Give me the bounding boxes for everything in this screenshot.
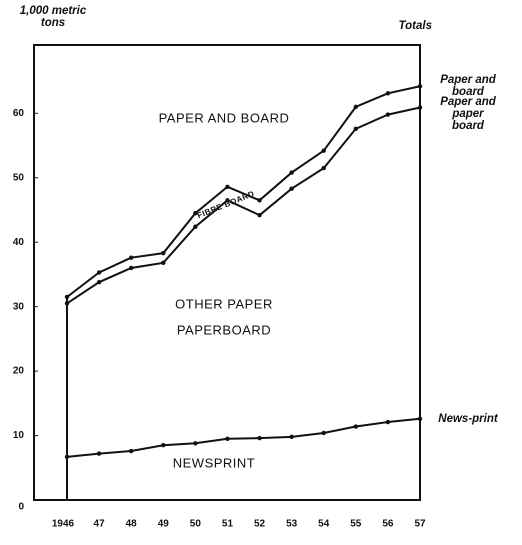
plot-frame <box>33 44 421 501</box>
data-point <box>128 265 134 271</box>
series-label: Paper and paper board <box>440 95 496 132</box>
data-point <box>353 424 359 429</box>
x-tick-label: 51 <box>222 519 234 530</box>
series-label: Paper and board <box>440 74 496 99</box>
data-point <box>128 255 134 260</box>
series-line <box>66 106 421 305</box>
x-tick-label: 49 <box>158 519 170 530</box>
x-tick-label: 56 <box>382 519 394 530</box>
data-point <box>161 260 166 266</box>
x-tick-label: 47 <box>94 519 106 530</box>
data-point <box>289 170 294 175</box>
x-tick-label: 53 <box>286 519 298 530</box>
x-tick-label: 55 <box>350 519 362 530</box>
y-tick-label: 0 <box>18 502 24 513</box>
series-line <box>66 417 421 458</box>
x-tick-label: 48 <box>126 519 138 530</box>
y-axis-label: 1,000 metric tons <box>19 5 87 29</box>
data-point <box>385 91 391 96</box>
annotation: PAPERBOARD <box>177 322 271 337</box>
data-point <box>417 105 423 110</box>
x-tick-label: 52 <box>254 519 266 530</box>
totals-label: Totals <box>398 20 432 32</box>
x-tick-label: 50 <box>190 519 202 530</box>
data-point <box>289 186 294 191</box>
data-point <box>96 270 102 275</box>
y-tick-label: 30 <box>13 301 25 312</box>
data-point <box>257 212 262 218</box>
y-tick-label: 40 <box>13 237 25 248</box>
data-point <box>417 84 423 89</box>
data-point <box>64 454 70 460</box>
data-point <box>225 198 230 203</box>
data-point <box>257 435 262 441</box>
data-point <box>385 112 391 117</box>
data-point <box>385 419 391 425</box>
data-point <box>257 198 262 203</box>
data-point <box>193 441 198 446</box>
data-point <box>321 165 326 171</box>
annotation: PAPER AND BOARD <box>159 110 290 125</box>
data-point <box>128 448 134 454</box>
data-point <box>225 184 230 189</box>
data-point <box>64 301 70 306</box>
series-line <box>66 85 421 298</box>
data-point <box>96 279 102 285</box>
data-point <box>193 211 198 216</box>
data-point <box>321 430 326 436</box>
y-tick-label: 60 <box>13 108 25 119</box>
annotation: OTHER PAPER <box>175 296 273 311</box>
data-point <box>161 443 166 448</box>
data-point <box>417 416 423 421</box>
data-point <box>353 126 359 131</box>
y-tick-label: 20 <box>13 366 25 377</box>
data-point <box>96 451 102 456</box>
annotation: NEWSPRINT <box>173 455 256 470</box>
series-label: News-print <box>438 412 498 425</box>
data-point <box>64 294 70 300</box>
data-point <box>225 436 230 441</box>
x-tick-label: 54 <box>318 519 330 530</box>
x-tick-label: 57 <box>414 519 426 530</box>
data-point <box>161 250 166 256</box>
data-point <box>321 148 326 153</box>
y-tick-label: 10 <box>13 430 25 441</box>
data-point <box>289 434 294 440</box>
data-point <box>193 224 198 229</box>
y-tick-label: 50 <box>13 172 25 183</box>
x-tick-label: 1946 <box>52 519 75 530</box>
data-point <box>353 104 359 110</box>
